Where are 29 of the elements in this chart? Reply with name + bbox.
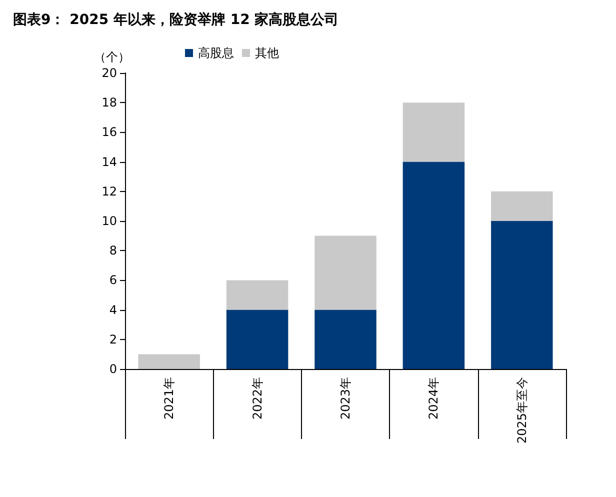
y-axis-title: （个）	[94, 50, 130, 64]
bar	[491, 221, 553, 369]
y-tick-label: 10	[102, 214, 117, 228]
x-tick-label: 2025年至今	[514, 377, 529, 444]
y-tick-label: 18	[102, 96, 117, 110]
y-tick-label: 4	[109, 302, 117, 317]
y-tick-label: 8	[109, 244, 117, 258]
y-tick-label: 12	[102, 184, 117, 198]
bar	[402, 102, 465, 162]
y-tick-label: 0	[109, 362, 117, 376]
y-tick-label: 20	[102, 66, 117, 80]
y-tick-label: 16	[102, 125, 117, 140]
bar	[226, 310, 288, 369]
bar	[314, 236, 376, 310]
x-tick-label: 2021年	[162, 377, 176, 420]
bar	[402, 162, 465, 369]
y-tick-label: 2	[109, 332, 117, 346]
chart-title: 图表9： 2025 年以来，险资举牌 12 家高股息公司	[13, 11, 339, 28]
x-tick-label: 2022年	[250, 377, 264, 420]
bar	[138, 354, 200, 369]
x-tick-label: 2024年	[426, 377, 441, 420]
x-tick-label: 2023年	[338, 377, 352, 420]
legend-label: 其他	[255, 46, 279, 60]
bar	[491, 191, 553, 221]
bar	[314, 310, 376, 369]
y-tick-label: 14	[102, 154, 117, 169]
legend-label: 高股息	[198, 46, 234, 60]
bar	[226, 280, 288, 310]
y-tick-label: 6	[109, 273, 117, 288]
